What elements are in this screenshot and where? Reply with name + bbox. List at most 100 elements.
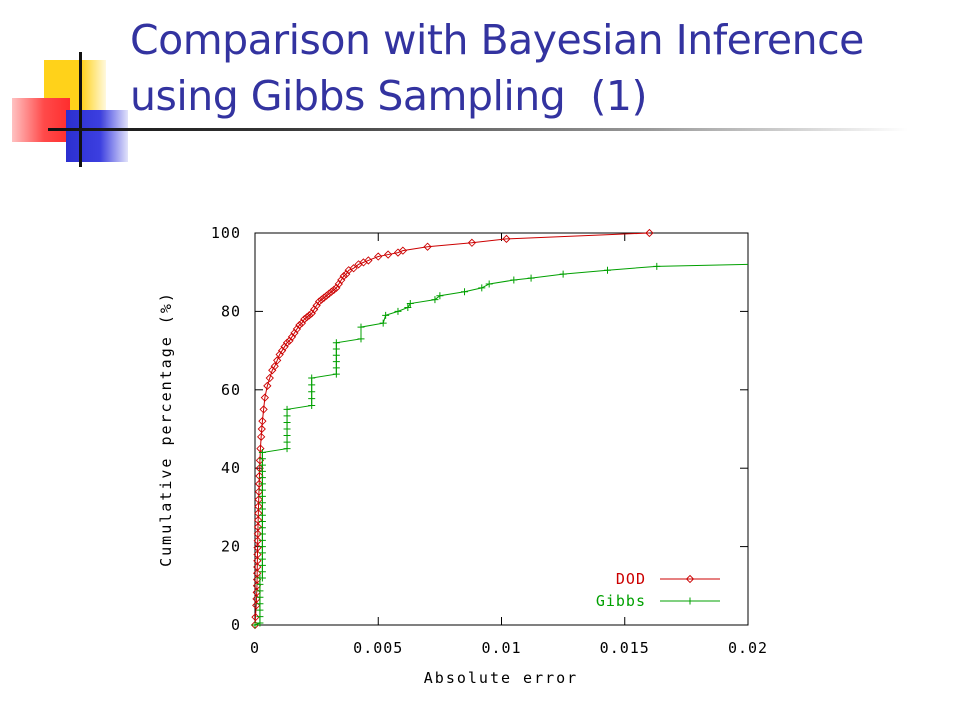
dod-point <box>317 295 326 304</box>
gibbs-point <box>436 292 444 300</box>
legend-marker-dod <box>685 574 695 584</box>
gibbs-point <box>431 296 439 304</box>
dod-point <box>502 234 511 244</box>
series-layer <box>250 228 749 630</box>
dod-point <box>467 238 477 247</box>
dod-point <box>349 264 358 273</box>
gibbs-point <box>258 536 266 544</box>
gibbs-point <box>332 370 340 378</box>
y-tick-label: 0 <box>231 616 241 634</box>
gibbs-point <box>332 358 340 366</box>
dod-point <box>383 250 393 259</box>
x-tick-label: 0 <box>250 639 260 657</box>
dod-point <box>254 516 263 525</box>
gibbs-point <box>258 549 266 557</box>
dod-point <box>319 293 329 302</box>
dod-point <box>253 536 262 545</box>
dod-series <box>250 228 654 630</box>
decor-red-square <box>12 98 70 142</box>
dod-point <box>300 315 309 324</box>
y-tick-label: 80 <box>221 302 241 320</box>
y-tick-label: 60 <box>221 381 241 399</box>
gibbs-point <box>308 395 316 403</box>
gibbs-point <box>603 266 611 274</box>
dod-point <box>255 479 264 489</box>
gibbs-point <box>258 524 266 532</box>
legend-label-dod: DOD <box>616 570 646 588</box>
gibbs-point <box>653 262 661 270</box>
decor-vertical-line <box>79 52 82 167</box>
gibbs-point <box>258 480 266 488</box>
plot-frame <box>254 232 749 626</box>
gibbs-point <box>251 621 259 629</box>
gibbs-point <box>283 438 291 446</box>
gibbs-point <box>258 467 266 475</box>
gibbs-point <box>308 401 316 409</box>
y-tick-label: 40 <box>221 459 241 477</box>
gibbs-point <box>256 593 264 601</box>
gibbs-point <box>258 474 266 482</box>
dod-point <box>645 228 654 238</box>
gibbs-point <box>258 449 266 457</box>
dod-point <box>322 291 331 300</box>
dod-point <box>255 471 264 481</box>
x-tick-label: 0.005 <box>353 639 403 657</box>
gibbs-point <box>332 364 340 372</box>
gibbs-point <box>258 511 266 519</box>
gibbs-point <box>283 425 291 433</box>
gibbs-point <box>256 606 264 614</box>
dod-point <box>295 320 304 330</box>
gibbs-line <box>254 263 749 626</box>
gibbs-point <box>258 505 266 513</box>
gibbs-point <box>258 555 266 563</box>
gibbs-point <box>258 486 266 494</box>
gibbs-point <box>258 455 266 463</box>
dod-line <box>254 232 650 626</box>
dod-point <box>364 256 373 265</box>
y-tick-labels: 0 20 40 60 80 100 <box>211 224 241 634</box>
y-axis-label: Cumulative percentage (%) <box>157 291 175 567</box>
dod-point <box>270 362 279 371</box>
gibbs-point <box>394 307 402 315</box>
gibbs-point <box>258 518 266 526</box>
y-tick-label: 20 <box>221 538 241 556</box>
gibbs-point <box>258 574 266 582</box>
gibbs-point <box>308 388 316 396</box>
x-tick-label: 0.01 <box>481 639 521 657</box>
dod-point <box>327 287 336 296</box>
dod-point <box>251 613 260 622</box>
gibbs-point <box>283 418 291 426</box>
gibbs-point <box>332 351 340 359</box>
dod-point <box>305 311 314 320</box>
slide-title: Comparison with Bayesian Inference using… <box>130 12 930 124</box>
dod-point <box>257 424 266 434</box>
x-tick-labels: 0 0.005 0.01 0.015 0.02 <box>250 639 768 657</box>
gibbs-series <box>251 262 749 629</box>
gibbs-point <box>258 561 266 569</box>
gibbs-point <box>258 492 266 500</box>
dod-point <box>374 252 383 261</box>
gibbs-point <box>379 319 387 327</box>
x-tick-label: 0.02 <box>728 639 768 657</box>
gibbs-point <box>258 543 266 551</box>
slide-title-line1: Comparison with Bayesian Inference <box>130 16 864 64</box>
gibbs-point <box>527 274 535 282</box>
dod-point <box>253 529 262 538</box>
dod-point <box>398 246 408 255</box>
decor-blue-square <box>66 110 128 162</box>
dod-point <box>258 417 267 426</box>
gibbs-point <box>485 280 493 288</box>
gibbs-point <box>357 323 365 331</box>
decor-title-underline <box>48 128 908 131</box>
dod-point <box>282 338 292 347</box>
dod-point <box>252 601 261 610</box>
dod-point <box>265 373 274 383</box>
cumulative-error-chart: 0 0.005 0.01 0.015 0.02 0 20 40 60 80 100 Absolut… <box>157 224 768 687</box>
y-tick-label: 100 <box>211 224 241 242</box>
gibbs-point <box>258 499 266 507</box>
legend: DOD Gibbs <box>596 570 720 610</box>
dod-point <box>339 271 348 281</box>
dod-point <box>263 381 272 391</box>
gibbs-point <box>559 270 567 278</box>
dod-point <box>257 432 266 441</box>
